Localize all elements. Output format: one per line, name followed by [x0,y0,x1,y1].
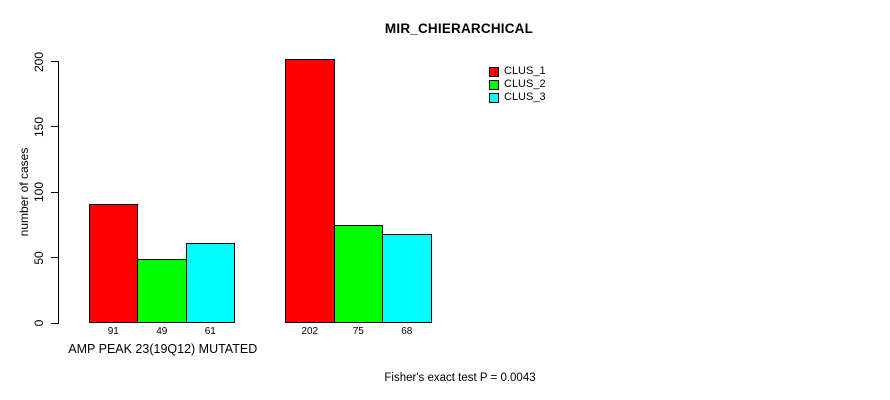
bar-value-label: 49 [156,326,168,337]
y-axis-tick [51,61,58,62]
legend-color-swatch [489,66,499,77]
bar-clus-1-group-2 [285,58,335,323]
legend-item-label: CLUS_2 [504,78,546,90]
legend-color-swatch [489,92,499,103]
bar-value-label: 91 [107,326,119,337]
y-axis-tick [51,322,58,324]
bar-clus-3-group-2 [382,234,432,323]
legend-color-swatch [489,79,499,90]
legend-item: CLUS_2 [489,78,546,91]
bar-clus-2-group-1 [137,258,187,323]
x-group-label: AMP PEAK 23(19Q12) MUTATED [68,342,258,356]
y-axis-label: number of cases [17,147,31,237]
legend-item: CLUS_3 [489,91,546,104]
bar-value-label: 61 [204,326,216,337]
bar-value-label: 75 [352,326,364,337]
bar-clus-2-group-2 [333,224,383,323]
y-axis-tick-label: 150 [32,116,46,137]
y-axis-tick-label: 100 [32,182,46,203]
y-axis-tick-label: 0 [32,319,46,327]
bar-value-label: 68 [401,326,413,337]
legend-item: CLUS_1 [489,65,546,78]
y-axis-tick [51,191,58,193]
legend-item-label: CLUS_3 [504,91,546,103]
annotation-text: Fisher's exact test P = 0.0043 [384,372,536,384]
chart-title: MIR_CHIERARCHICAL [384,21,534,36]
y-axis-tick-label: 200 [32,51,46,72]
y-axis-tick-label: 50 [32,250,46,265]
bar-clus-3-group-1 [185,243,235,323]
y-axis-tick [51,257,58,259]
y-axis-line [58,61,59,324]
bar-clus-1-group-1 [88,204,138,323]
bar-value-label: 202 [301,326,319,337]
legend-item-label: CLUS_1 [504,65,546,77]
y-axis-tick [51,126,58,128]
legend: CLUS_1 CLUS_2 CLUS_3 [489,65,546,104]
